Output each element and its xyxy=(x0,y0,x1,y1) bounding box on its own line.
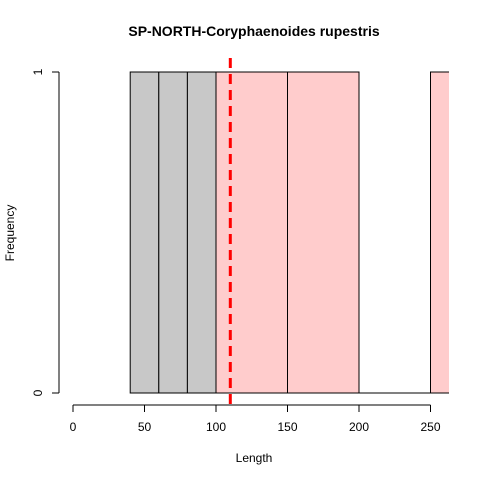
x-tick-label: 100 xyxy=(206,420,226,434)
x-tick-label: 200 xyxy=(349,420,369,434)
histogram-bar-150-200 xyxy=(287,71,360,394)
x-tick-label: 50 xyxy=(138,420,152,434)
chart-title: SP-NORTH-Coryphaenoides rupestris xyxy=(128,23,379,39)
bars-group xyxy=(129,71,449,394)
x-axis: 0 50 100 150 200 250 xyxy=(70,404,441,434)
y-tick-label: 0 xyxy=(31,389,45,396)
x-tick-label: 0 xyxy=(70,420,77,434)
y-axis-label: Frequency xyxy=(3,205,17,262)
histogram-bar-100-150 xyxy=(215,71,288,394)
x-axis-label: Length xyxy=(236,451,273,465)
x-tick-label: 150 xyxy=(277,420,297,434)
histogram-bar-250-300 xyxy=(430,71,449,394)
x-tick-label: 250 xyxy=(420,420,440,434)
histogram-bar-40-60 xyxy=(129,71,160,394)
histogram-bar-80-100 xyxy=(186,71,217,394)
y-tick-label: 1 xyxy=(31,68,45,75)
y-axis: 01 xyxy=(31,68,60,396)
histogram-bar-60-80 xyxy=(158,71,188,394)
